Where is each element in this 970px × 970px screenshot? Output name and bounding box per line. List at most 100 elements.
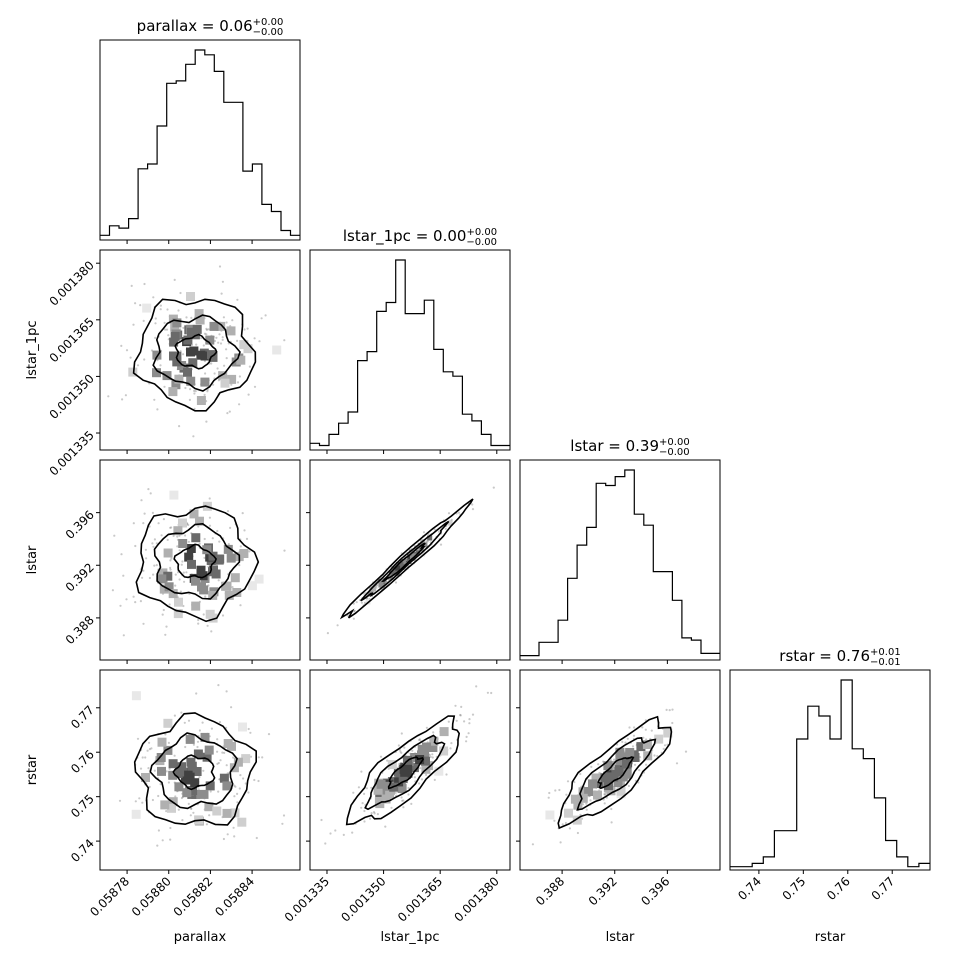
- x-axis-label-lstar_1pc: lstar_1pc: [381, 930, 440, 945]
- scatter-point: [221, 280, 224, 283]
- density-cell: [603, 761, 613, 771]
- scatter-point: [427, 533, 430, 536]
- scatter-point: [209, 790, 212, 793]
- scatter-point: [187, 523, 190, 527]
- scatter-point: [236, 792, 239, 796]
- scatter-point: [394, 791, 397, 795]
- scatter-point: [173, 754, 176, 757]
- panel-frame: [99, 459, 301, 661]
- density-cell: [254, 574, 264, 584]
- scatter-point: [185, 316, 188, 319]
- density-cell: [174, 374, 184, 384]
- scatter-point: [211, 537, 214, 540]
- scatter-point: [179, 291, 182, 295]
- density-cell: [417, 750, 426, 760]
- scatter-point: [205, 420, 208, 423]
- scatter-point: [136, 364, 140, 367]
- scatter-point: [486, 691, 489, 694]
- scatter-point: [213, 372, 216, 375]
- scatter-point: [234, 785, 237, 788]
- histogram-lstar_1pc: lstar_1pc = 0.00+0.00 −0.00: [309, 227, 511, 451]
- scatter-point: [148, 741, 151, 744]
- density-cell: [545, 810, 555, 820]
- contour-level-1: [557, 715, 673, 830]
- density-cell: [191, 533, 201, 543]
- scatter-point: [217, 341, 220, 344]
- scatter-point: [218, 333, 221, 336]
- scatter-point: [144, 756, 147, 759]
- density-cell: [407, 554, 413, 560]
- scatter-point: [157, 829, 160, 832]
- scatter-point: [180, 796, 183, 800]
- scatter-point: [169, 826, 172, 830]
- density-cell: [174, 782, 184, 792]
- scatter-point: [425, 773, 428, 777]
- density-cell: [588, 779, 597, 789]
- density-cell: [447, 520, 453, 526]
- density-cell: [223, 739, 233, 748]
- density-cell: [186, 292, 195, 301]
- density-cell: [636, 742, 646, 752]
- scatter-point: [141, 756, 144, 759]
- scatter-point: [253, 337, 256, 340]
- scatter-point: [363, 820, 366, 823]
- scatter-point: [613, 758, 616, 761]
- y-axis-label-lstar: lstar: [25, 545, 40, 574]
- x-tick-label-rstar: 0.77: [869, 874, 898, 903]
- scatter-point: [400, 732, 403, 735]
- density-cell: [167, 803, 176, 813]
- density-cell: [578, 787, 588, 797]
- scatter-point: [159, 308, 162, 311]
- scatter-point: [428, 753, 431, 757]
- scatter-point: [142, 319, 145, 322]
- scatter-point: [467, 732, 470, 735]
- density-cell: [163, 548, 173, 558]
- scatter-point: [225, 348, 228, 351]
- scatter-point: [164, 733, 167, 736]
- histogram-lstar: lstar = 0.39+0.00 −0.00: [519, 437, 721, 661]
- scatter-point: [326, 632, 329, 635]
- density-cell: [173, 609, 183, 619]
- scatter-point: [597, 763, 600, 766]
- density-cell: [189, 346, 199, 356]
- scatter-point: [626, 737, 629, 740]
- scatter-point: [641, 726, 644, 729]
- scatter-point: [222, 316, 225, 319]
- density-cell: [215, 554, 225, 564]
- scatter-point: [178, 425, 181, 428]
- scatter-point: [419, 767, 422, 770]
- y-tick-label-lstar_1pc: 0.001380: [47, 258, 97, 308]
- scatter-point: [642, 736, 645, 739]
- density-cell: [385, 789, 395, 799]
- contour-level-2: [576, 737, 657, 811]
- scatter-point: [206, 390, 209, 393]
- scatter-point: [223, 364, 226, 367]
- scatter-point: [208, 497, 211, 500]
- scatter-point: [221, 751, 224, 754]
- scatter-point: [631, 745, 635, 748]
- scatter-point: [242, 777, 245, 780]
- scatter-point: [283, 339, 286, 342]
- contour-level-1: [135, 505, 260, 623]
- contour-level-3: [173, 543, 218, 579]
- scatter-point: [176, 535, 179, 538]
- scatter-point: [189, 814, 192, 817]
- scatter-point: [433, 778, 436, 782]
- scatter-point: [124, 394, 127, 397]
- scatter-point: [447, 720, 450, 723]
- density-cell: [163, 571, 173, 581]
- contour-lines: [345, 715, 461, 826]
- scatter-point: [444, 527, 447, 531]
- scatter-point: [662, 747, 665, 751]
- scatter-point: [193, 407, 196, 410]
- density-cell: [205, 781, 215, 791]
- scatter-point: [161, 613, 164, 616]
- density-cell: [439, 746, 449, 756]
- scatter-point: [257, 779, 260, 783]
- scatter-point: [144, 548, 147, 551]
- scatter-point: [218, 721, 222, 724]
- scatter-point: [154, 317, 157, 320]
- density-cell: [427, 535, 433, 541]
- scatter-point: [216, 529, 219, 533]
- density-cell: [622, 759, 631, 768]
